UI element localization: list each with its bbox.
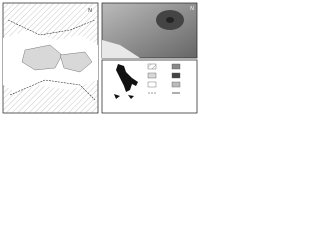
- legend-swatch: [171, 72, 181, 79]
- fault: [7, 19, 96, 101]
- left-map: N: [2, 2, 99, 114]
- islands: [114, 94, 134, 99]
- caldera: [21, 44, 63, 71]
- figure: N N: [2, 2, 198, 114]
- north-label: N: [88, 8, 92, 14]
- legend-swatch: [147, 72, 157, 79]
- legend-swatch: [171, 63, 181, 70]
- legend-swatch: [171, 81, 181, 88]
- legend-swatch: [147, 63, 157, 70]
- legend: [147, 63, 181, 94]
- crater: [166, 17, 174, 23]
- italy-inset: [116, 64, 138, 92]
- north-label: N: [190, 6, 194, 12]
- volcanic-area: [59, 51, 93, 73]
- sea: [102, 40, 140, 58]
- right-map: N: [101, 2, 198, 114]
- legend-swatch: [147, 81, 157, 88]
